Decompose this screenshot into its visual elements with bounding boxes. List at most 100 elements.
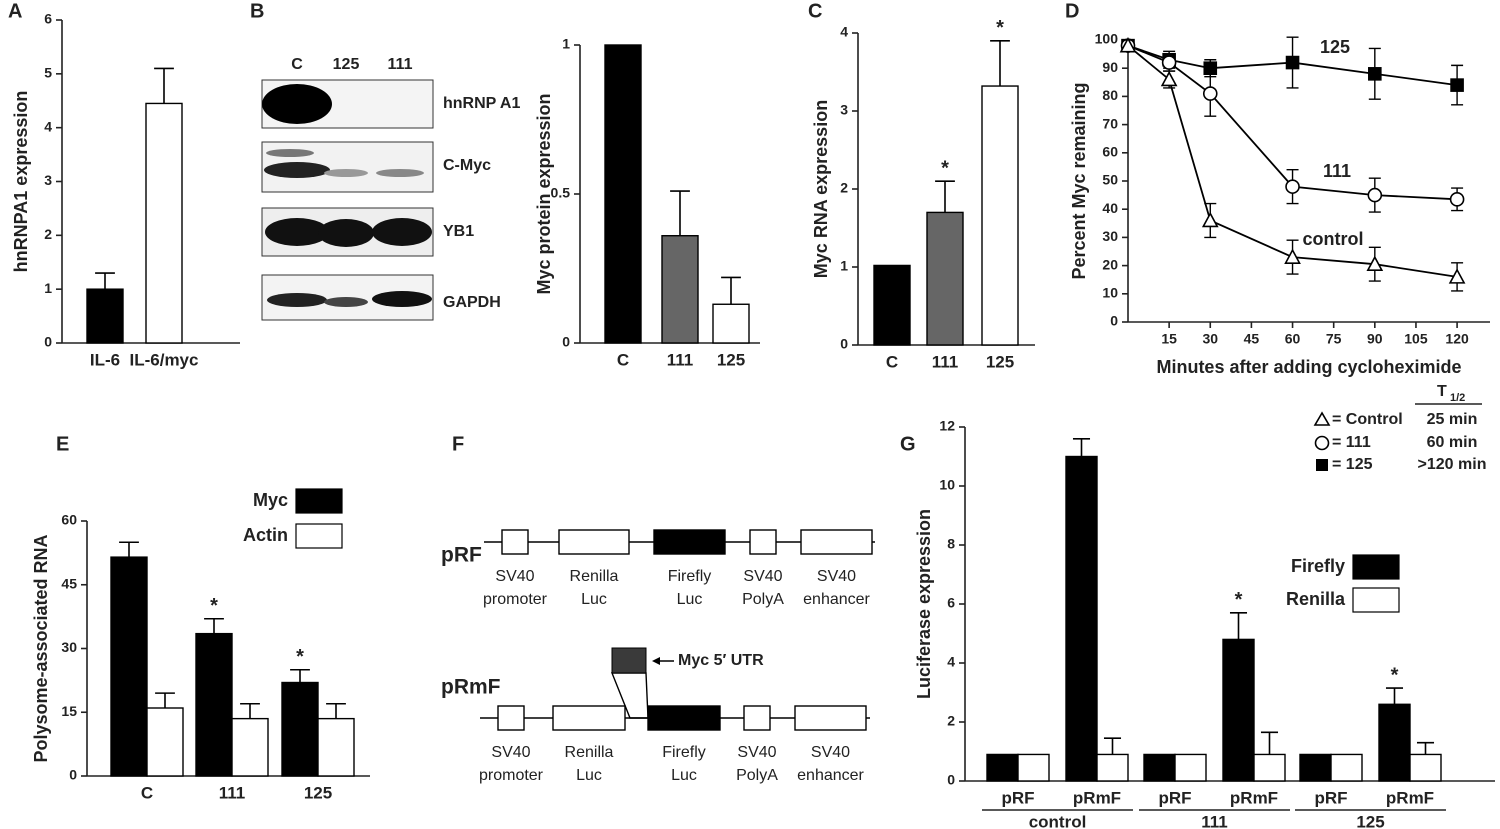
legend-label: Renilla [1286,589,1346,609]
line [1127,44,1458,87]
y-tick-label: 60 [1102,144,1118,160]
y-axis-title: hnRNPA1 expression [11,91,31,273]
element-label: Luc [677,591,703,608]
error-bar [155,692,175,708]
y-tick-label: 4 [947,654,955,670]
bar [1299,753,1332,782]
y-tick-label: 0 [69,767,77,783]
panel-letter: C [808,0,822,22]
error-bar [290,668,310,683]
x-tick-label: 30 [1202,331,1218,347]
error-bar [721,276,741,305]
x-tick-label: 120 [1445,331,1469,347]
y-tick-label: 12 [939,418,955,434]
bar [317,717,355,777]
element-label: Luc [671,767,697,784]
element-label: Firefly [668,568,712,585]
panel-letter: E [56,433,69,455]
legend-value: >120 min [1418,456,1487,473]
y-tick-label: 0 [44,334,52,350]
y-tick-label: 0.5 [551,185,571,201]
x-axis-title: Minutes after adding cycloheximide [1156,357,1461,377]
error-bar [326,702,346,719]
marker [1313,411,1331,426]
y-tick-label: 80 [1102,87,1118,103]
legend-swatch [295,488,343,514]
x-tick-label: 105 [1404,331,1428,347]
significance: * [941,157,949,179]
series-label: 111 [1323,161,1351,181]
element-label: Renilla [565,744,614,761]
utr-box [611,647,647,674]
band [324,297,368,307]
band [266,149,314,157]
band [318,219,374,247]
band [267,293,327,307]
marker [1314,435,1330,451]
bar [604,44,642,344]
x-tick-label: pRmF [1230,788,1278,807]
significance: * [1235,589,1243,611]
group-label: 111 [1201,812,1228,829]
element-box [552,705,626,731]
legend-swatch [1352,587,1400,613]
element-label: PolyA [742,591,784,608]
legend-label: = Control [1332,411,1403,428]
row-label: YB1 [443,223,474,240]
y-tick-label: 6 [947,595,955,611]
construct-name: pRF [441,544,482,567]
y-tick-label: 5 [44,65,52,81]
bar [661,235,699,344]
band [262,84,332,124]
element-box [647,705,721,731]
legend-label: Firefly [1291,556,1345,576]
x-tick-label: pRmF [1386,788,1434,807]
bar [1222,638,1255,782]
y-tick-label: 4 [44,118,52,134]
band [376,169,424,177]
element-label: SV40 [495,568,534,585]
x-tick-label: 111 [932,352,959,371]
row-label: C-Myc [443,157,491,174]
significance: * [1391,664,1399,686]
x-tick-label: pRF [1314,788,1347,807]
marker [1285,55,1300,70]
y-tick-label: 45 [61,575,77,591]
bar [986,753,1019,782]
marker [1119,36,1137,53]
x-tick-label: pRF [1001,788,1034,807]
lane-label: C [291,56,303,73]
element-label: SV40 [811,744,850,761]
bar [1378,703,1411,782]
series-label: control [1303,229,1364,249]
x-tick-label: 15 [1161,331,1177,347]
bar [1065,455,1098,782]
element-label: enhancer [797,767,864,784]
x-tick-label: 75 [1326,331,1342,347]
y-tick-label: 60 [61,512,77,528]
marker [1202,86,1218,101]
element-label: SV40 [737,744,776,761]
y-tick-label: 0 [840,336,848,352]
error-bar [154,67,174,104]
bar [1096,753,1129,782]
element-label: SV40 [491,744,530,761]
y-tick-label: 70 [1102,115,1118,131]
marker [1161,55,1177,70]
element-label: SV40 [817,568,856,585]
x-tick-label: pRmF [1073,788,1121,807]
legend-swatch [1352,554,1400,580]
western-blot: C 125 111 hnRNP A1 C-Myc YB1 GAPDH [261,56,520,321]
element-label: promoter [479,767,544,784]
significance: * [996,17,1004,39]
y-tick-label: 100 [1095,31,1119,47]
bar [1143,753,1176,782]
y-tick-label: 30 [61,639,77,655]
element-label: Firefly [662,744,706,761]
x-tick-label: 111 [219,783,246,802]
error-bar [95,272,115,290]
element-box [497,705,525,731]
legend-header: T [1437,383,1447,400]
bar [195,632,233,777]
error-bar [1416,741,1435,755]
